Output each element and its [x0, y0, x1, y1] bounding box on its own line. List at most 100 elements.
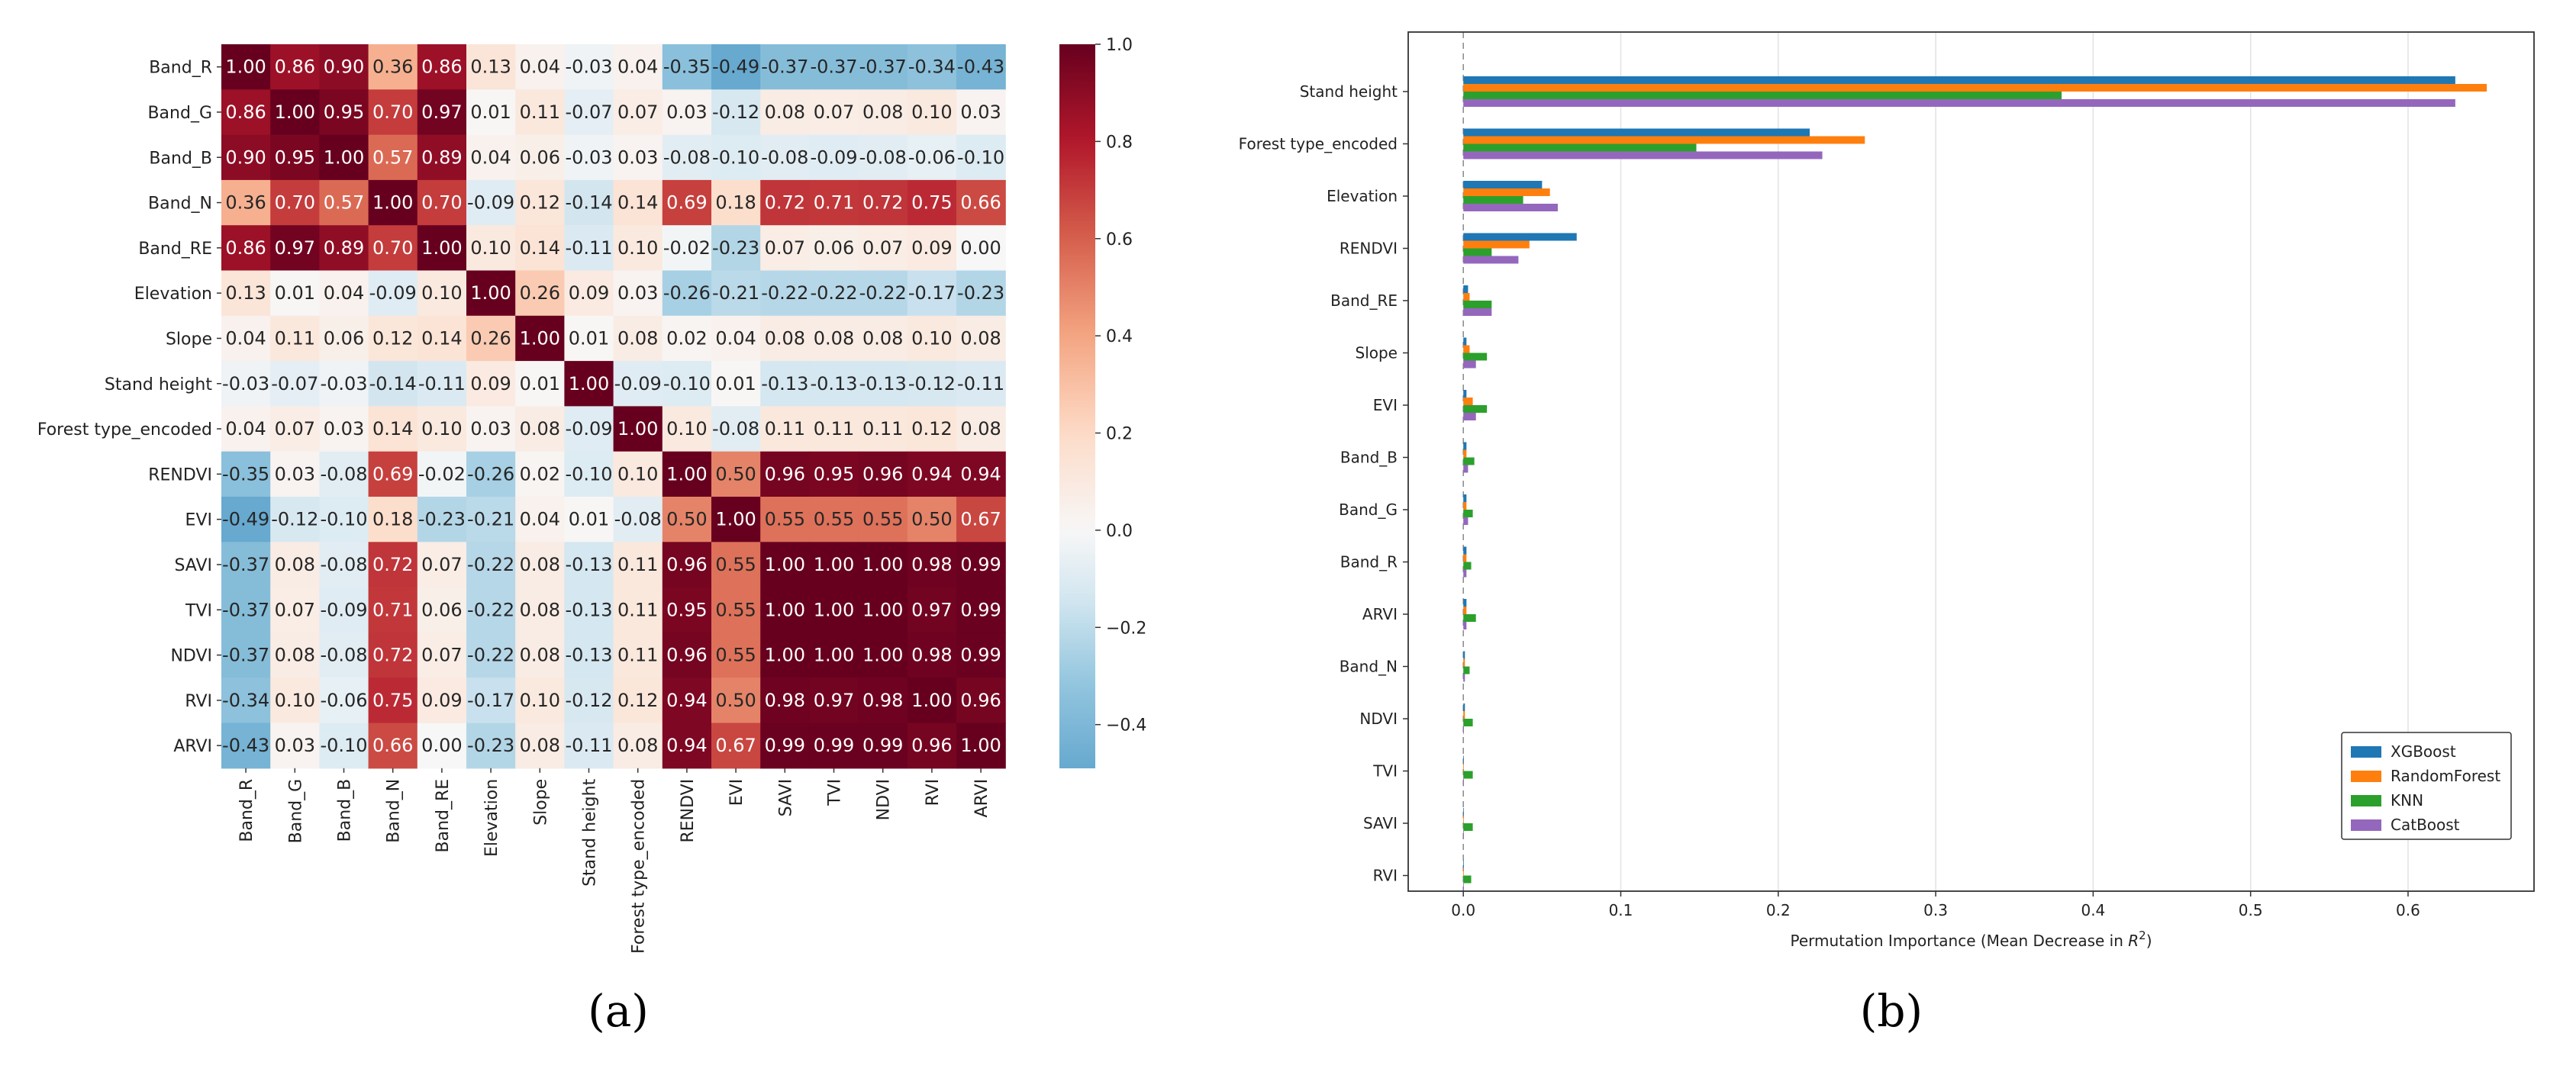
heatmap-cell-value: 0.36 [372, 56, 413, 78]
heatmap-cell-value: 0.67 [960, 509, 1001, 530]
legend-swatch [2351, 819, 2381, 831]
importance-bar [1463, 502, 1467, 510]
heatmap-cell-value: -0.12 [271, 509, 318, 530]
heatmap-cell-value: 0.00 [421, 735, 462, 756]
heatmap-cell-value: 0.03 [960, 101, 1001, 123]
heatmap-cell-value: -0.34 [908, 56, 956, 78]
heatmap-cell [515, 44, 565, 90]
x-tick-label: Band_B [336, 779, 355, 842]
heatmap-cell [221, 497, 271, 542]
heatmap-cell [564, 678, 614, 724]
heatmap-cell [417, 315, 467, 362]
importance-bar [1463, 449, 1467, 458]
heatmap-cell [270, 723, 320, 769]
heatmap-cell-value: 1.00 [372, 192, 413, 214]
heatmap-cell [270, 542, 320, 588]
heatmap-cell-value: 0.71 [814, 192, 854, 214]
x-tick-label: Slope [531, 779, 550, 826]
heatmap-cell-value: 0.90 [324, 56, 364, 78]
x-tick-label: RENDVI [679, 779, 698, 843]
heatmap-cell-value: 0.09 [421, 690, 462, 711]
heatmap-cell [319, 542, 369, 588]
heatmap-cell-value: -0.06 [908, 146, 956, 168]
importance-bar [1463, 233, 1577, 241]
heatmap-cell [858, 225, 908, 272]
heatmap-cell [956, 179, 1006, 226]
heatmap-cell [270, 361, 320, 407]
heatmap-cell-value: 0.50 [715, 463, 756, 484]
heatmap-cell [956, 542, 1006, 588]
heatmap-cell-value: 0.96 [960, 690, 1001, 711]
heatmap-cell [515, 678, 565, 724]
heatmap-cell-value: 0.03 [666, 101, 707, 123]
heatmap-cell-value: 1.00 [421, 237, 462, 259]
x-tick-label: Band_R [237, 779, 256, 842]
heatmap-cell-value: 0.69 [666, 192, 707, 214]
heatmap-cell-value: 0.10 [421, 418, 462, 439]
heatmap-cell [466, 542, 516, 588]
heatmap-cell [417, 44, 467, 90]
importance-bar [1463, 816, 1465, 823]
heatmap-cell-value: 0.03 [275, 735, 315, 756]
heatmap-cell-value: -0.09 [614, 373, 662, 394]
heatmap-cell-value: 0.01 [520, 373, 560, 394]
legend-swatch [2351, 795, 2381, 806]
heatmap-cell-value: 0.98 [862, 690, 903, 711]
colorbar-tick-label: 0.6 [1106, 230, 1133, 249]
x-tick-label: RVI [924, 779, 943, 806]
heatmap-cell [319, 44, 369, 90]
legend-box [2341, 732, 2512, 840]
heatmap-cell-value: -0.10 [663, 373, 711, 394]
heatmap-cell [515, 632, 565, 678]
heatmap-cell [662, 497, 712, 542]
heatmap-cell-value: -0.03 [565, 146, 612, 168]
heatmap-cell-value: 0.70 [421, 192, 462, 214]
heatmap-cell-value: 0.98 [911, 645, 952, 666]
heatmap-cell [907, 270, 957, 317]
heatmap-cell-value: -0.23 [467, 735, 514, 756]
heatmap-cell [711, 678, 761, 724]
heatmap-cell-value: -0.23 [418, 509, 466, 530]
y-tick-label: Band_R [149, 59, 212, 78]
heatmap-cell [466, 632, 516, 678]
y-tick-label: EVI [185, 511, 212, 530]
heatmap-cell [809, 451, 859, 497]
heatmap-cell [515, 542, 565, 588]
y-tick-label: Band_B [1340, 449, 1398, 467]
heatmap-cell-value: 0.07 [765, 237, 805, 259]
heatmap-cell [417, 134, 467, 181]
heatmap-cell-value: 0.09 [470, 373, 511, 394]
heatmap-cell [564, 315, 614, 362]
importance-bar [1463, 84, 2487, 92]
heatmap-cell-value: 1.00 [814, 599, 854, 620]
heatmap-cell-value: 0.08 [520, 554, 560, 575]
heatmap-cell-value: -0.13 [565, 599, 612, 620]
legend-label: CatBoost [2391, 816, 2460, 834]
heatmap-cell-value: 0.08 [960, 418, 1001, 439]
heatmap-cell-value: 1.00 [275, 101, 315, 123]
heatmap-cell [662, 406, 712, 452]
heatmap-cell-value: 0.72 [765, 192, 805, 214]
heatmap-cell-value: 1.00 [569, 373, 609, 394]
heatmap-cell-value: -0.23 [712, 237, 759, 259]
heatmap-cell-value: 0.99 [960, 554, 1001, 575]
heatmap-cell [417, 497, 467, 542]
colorbar-tick-label: 0.4 [1106, 327, 1133, 346]
heatmap-cell [319, 587, 369, 633]
heatmap-cell [564, 225, 614, 272]
heatmap-cell-value: 0.57 [324, 192, 364, 214]
heatmap-cell-value: 0.18 [715, 192, 756, 214]
heatmap-cell [564, 270, 614, 317]
importance-bar [1463, 390, 1467, 398]
heatmap-cell [466, 270, 516, 317]
heatmap-cell [809, 44, 859, 90]
heatmap-cell-value: 0.55 [814, 509, 854, 530]
heatmap-cell-value: 1.00 [862, 599, 903, 620]
heatmap-cell-value: -0.13 [565, 554, 612, 575]
heatmap-cell-value: 0.67 [715, 735, 756, 756]
y-tick-label: ARVI [1362, 605, 1398, 623]
heatmap-cell [907, 451, 957, 497]
heatmap-cell [956, 315, 1006, 362]
heatmap-cell [711, 179, 761, 226]
y-tick-label: Band_B [149, 149, 212, 168]
